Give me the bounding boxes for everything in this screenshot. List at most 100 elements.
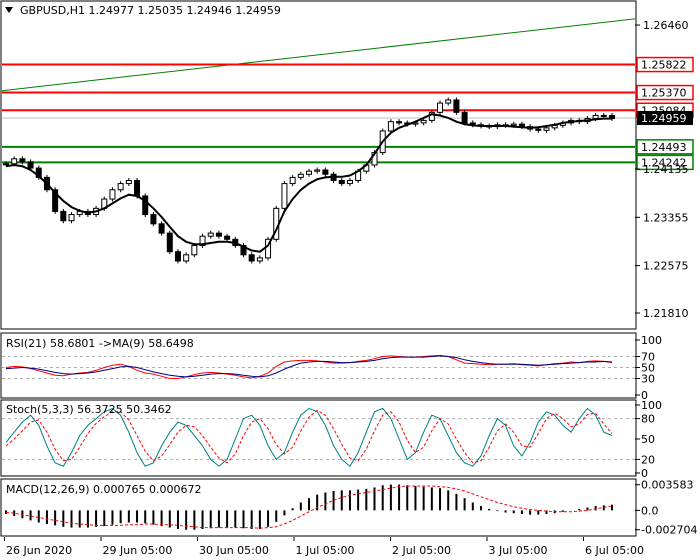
candle-body (346, 179, 353, 185)
candle-body (150, 214, 157, 225)
price-tick-label-8: 1.22575 (643, 260, 689, 273)
current-price-label: 1.24959 (641, 112, 687, 125)
price-title: GBPUSD,H1 1.24977 1.25035 1.24946 1.2495… (20, 4, 281, 17)
candle-body (60, 210, 67, 222)
level-tag-label-3: 1.24493 (641, 141, 687, 154)
time-axis: 26 Jun 2020 29 Jun 05:00 30 Jun 05:00 1 Jul… (4, 537, 644, 557)
candle-body (224, 235, 231, 240)
rsi-tick-label-4: 0 (641, 389, 648, 402)
stoch-series-1 (5, 409, 613, 464)
macd-tick-label-1: 0.0 (641, 504, 659, 517)
candle-body (142, 195, 149, 216)
candle-body (510, 123, 517, 126)
candle-body (240, 245, 247, 256)
candle-body (207, 232, 214, 237)
macd-title: MACD(12,26,9) 0.000765 0.000672 (6, 483, 202, 496)
candle-body (191, 245, 198, 256)
candle-body (322, 169, 329, 175)
dropdown-arrow-icon[interactable] (5, 7, 13, 13)
candle-body (117, 183, 124, 191)
candle-body (199, 235, 206, 246)
price-levels (1, 18, 636, 164)
macd-tick-label-2: -0.002704 (641, 524, 697, 537)
macd-panel (0, 478, 637, 537)
rsi-tick-label-2: 50 (641, 362, 655, 375)
rsi-tick-label-0: 100 (641, 334, 662, 347)
time-label-5: 3 Jul 05:00 (489, 544, 548, 557)
candle-body (174, 251, 181, 262)
candle-body (134, 179, 141, 197)
candle-body (27, 161, 34, 169)
candle-body (600, 114, 607, 117)
stoch-tick-label-2: 50 (641, 433, 655, 446)
price-tick-label-6: 1.24135 (643, 163, 689, 176)
macd-tick-label-0: 0.003583 (641, 479, 694, 492)
trendline (1, 18, 636, 92)
time-label-6: 6 Jul 05:00 (585, 544, 644, 557)
level-tag-label-0: 1.25822 (641, 59, 687, 72)
candle-body (11, 158, 18, 165)
stoch-lines (5, 407, 613, 467)
candle-body (387, 121, 394, 132)
candle-body (256, 257, 263, 262)
rsi-tick-label-1: 70 (641, 351, 655, 364)
candle-body (420, 119, 427, 124)
candle-body (396, 121, 403, 124)
stoch-tick-label-3: 20 (641, 453, 655, 466)
rsi-tick-label-3: 30 (641, 373, 655, 386)
candle-body (289, 176, 296, 185)
level-tag-label-1: 1.25370 (641, 87, 687, 100)
moving-average-line (5, 113, 612, 253)
candle-body (125, 179, 132, 185)
candle-body (158, 223, 165, 234)
stoch-title: Stoch(5,3,3) 56.3725 50.3462 (6, 403, 172, 416)
candle-body (535, 128, 542, 131)
price-panel (0, 0, 637, 330)
candle-body (314, 169, 321, 172)
level-tag-4 (636, 154, 694, 171)
stoch-series-0 (5, 407, 613, 467)
time-label-2: 30 Jun 05:00 (199, 544, 269, 557)
candle-body (19, 158, 26, 163)
level-tag-3 (636, 139, 694, 155)
current-price-tag (637, 111, 693, 126)
candle-body (52, 189, 59, 212)
candle-body (183, 254, 190, 262)
rsi-title: RSI(21) 58.6801 ->MA(9) 58.6498 (6, 337, 194, 350)
candle-body (281, 183, 288, 209)
time-label-3: 1 Jul 05:00 (296, 544, 355, 557)
time-label-0: 26 Jun 2020 (6, 544, 72, 557)
candle-body (166, 232, 173, 253)
level-tag-1 (636, 84, 694, 101)
level-tag-label-4: 1.24242 (641, 156, 687, 169)
stoch-tick-label-4: 0 (641, 467, 648, 480)
macd-signal-line (5, 485, 613, 529)
stoch-tick-label-0: 100 (641, 399, 662, 412)
price-axis: 1.258221.253701.250841.244931.242421.249… (635, 19, 694, 320)
price-tick-label-0: 1.26460 (643, 19, 689, 32)
candle-body (437, 102, 444, 113)
level-tag-0 (636, 56, 694, 73)
time-label-4: 2 Jul 05:00 (392, 544, 451, 557)
rsi-series-1 (5, 355, 613, 378)
candle-body (453, 99, 460, 113)
stoch-tick-label-1: 80 (641, 413, 655, 426)
price-tick-label-7: 1.23355 (643, 211, 689, 224)
macd-signal (5, 485, 613, 529)
price-candles (3, 97, 615, 264)
price-tick-label-9: 1.21810 (643, 307, 689, 320)
candle-body (338, 179, 345, 185)
candle-body (445, 99, 452, 104)
macd-axis: 0.003583 0.0 -0.002704 (635, 479, 697, 537)
candle-body (68, 214, 75, 222)
candle-body (109, 189, 116, 200)
candle-body (248, 254, 255, 262)
time-label-1: 29 Jun 05:00 (103, 544, 173, 557)
candle-body (215, 232, 222, 237)
candle-body (543, 127, 550, 131)
rsi-lines (5, 354, 613, 379)
candle-body (306, 170, 312, 175)
